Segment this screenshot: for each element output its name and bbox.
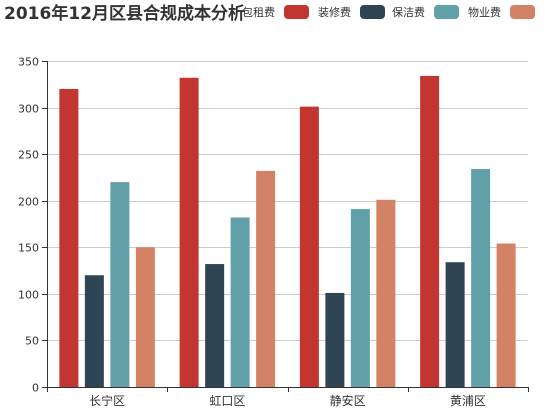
x-tick-label: 长宁区 [89, 393, 125, 408]
bar[interactable] [59, 88, 79, 387]
x-tick-label: 静安区 [330, 393, 366, 408]
legend[interactable]: 包租费 装修费 保洁费 物业费 [242, 5, 535, 19]
bar[interactable] [299, 106, 319, 387]
legend-swatch [434, 5, 459, 19]
bar[interactable] [110, 182, 130, 387]
x-tick-label: 虹口区 [209, 394, 245, 408]
y-tick-label: 100 [18, 289, 39, 302]
legend-label: 物业费 [468, 5, 501, 19]
bar[interactable] [420, 75, 440, 387]
legend-label: 包租费 [242, 6, 275, 19]
bar[interactable] [350, 209, 370, 387]
bar[interactable] [230, 217, 250, 387]
bars [59, 75, 516, 387]
bar[interactable] [256, 170, 276, 387]
bar[interactable] [471, 169, 491, 387]
bar[interactable] [376, 199, 396, 387]
bar[interactable] [496, 243, 516, 387]
y-tick-label: 150 [18, 242, 39, 255]
legend-item[interactable]: 装修费 [318, 5, 385, 19]
legend-item[interactable]: 保洁费 [392, 5, 459, 19]
axes: 0 50 100 150 200 250 300 350 长宁区 虹口区 静安区 黄浦区 [18, 56, 529, 408]
y-tick-label: 0 [32, 382, 39, 395]
bar[interactable] [205, 264, 225, 387]
y-tick-label: 200 [18, 196, 39, 209]
legend-item[interactable]: 物业费 [468, 5, 535, 19]
bar[interactable] [179, 77, 199, 387]
bar[interactable] [325, 292, 345, 387]
y-tick-label: 50 [25, 335, 39, 348]
bar[interactable] [135, 247, 155, 387]
legend-item[interactable]: 包租费 [242, 5, 309, 19]
legend-label: 装修费 [318, 5, 351, 19]
legend-label: 保洁费 [392, 5, 425, 19]
legend-swatch [360, 5, 385, 19]
y-tick-label: 350 [18, 56, 39, 69]
bar[interactable] [445, 262, 465, 387]
legend-swatch [284, 5, 309, 19]
x-tick-label: 黄浦区 [450, 394, 486, 408]
y-tick-label: 300 [18, 103, 39, 116]
legend-swatch [510, 5, 535, 19]
chart-title: 2016年12月区县合规成本分析 [4, 3, 245, 24]
bar[interactable] [84, 275, 104, 387]
y-tick-label: 250 [18, 149, 39, 162]
